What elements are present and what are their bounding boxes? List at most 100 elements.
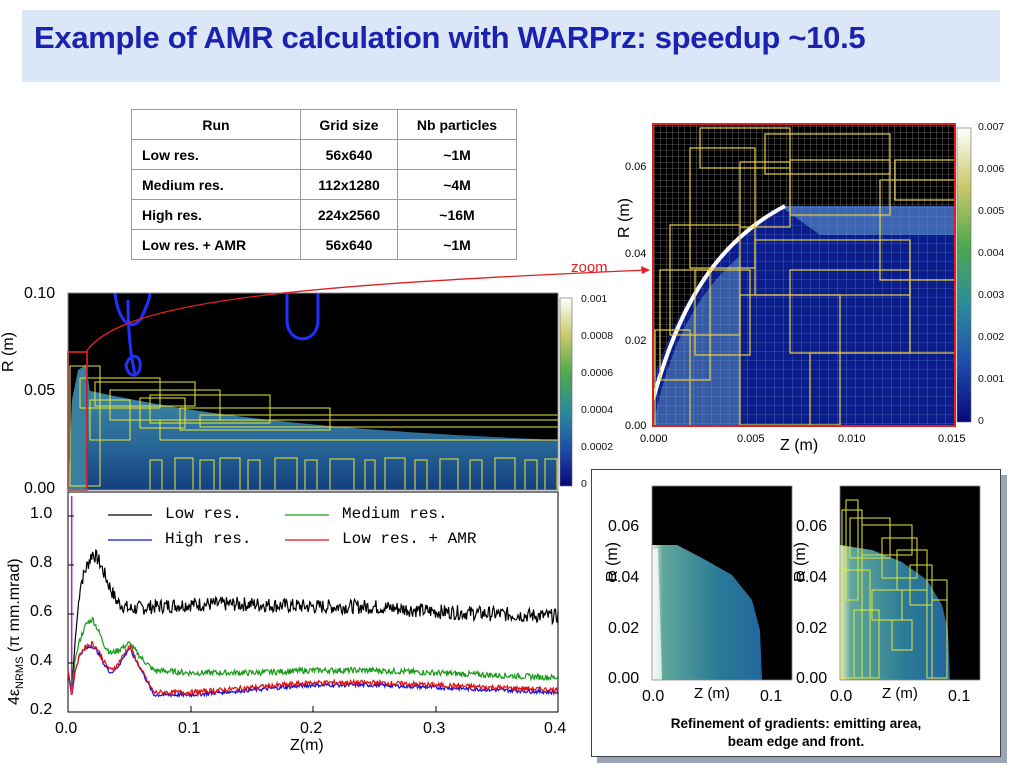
emit-ytick: 1.0	[30, 505, 53, 522]
main-beam-emitter	[68, 365, 90, 490]
refinement-caption-line2: beam edge and front.	[727, 734, 865, 749]
zoom-xlabel: Z (m)	[780, 437, 819, 454]
emit-ylabel: 4εNRMS (π mm.mrad)	[6, 558, 26, 705]
emit-xtick: 0.2	[300, 720, 323, 737]
refinement-panel: 0.06 0.04 0.02 0.00 R (m) 0.0 0.1 Z (m) …	[591, 469, 1001, 757]
header-run: Run	[131, 109, 301, 140]
emittance-axis-ticks	[68, 515, 437, 712]
series-line-low-res	[67, 549, 559, 691]
zoom-arrow-head	[641, 266, 650, 274]
ref-left-ytick: 0.04	[608, 569, 640, 586]
emit-xtick: 0.0	[55, 720, 78, 737]
ref-right-ytick: 0.04	[796, 569, 828, 586]
zoom-ytick: 0.00	[625, 420, 647, 432]
emit-ytick: 0.8	[30, 554, 53, 571]
zoom-colorbar-tick: 0.003	[978, 289, 1005, 301]
legend-label-high-res: High res.	[165, 530, 252, 548]
cell-particles: ~1M	[397, 229, 517, 260]
main-colorbar-tick: 0.0002	[581, 441, 614, 453]
zoom-colorbar-tick: 0.004	[978, 247, 1005, 259]
ref-right-ytick: 0.02	[796, 620, 828, 637]
ref-left-xtick: 0.1	[760, 688, 783, 705]
cell-particles: ~4M	[397, 169, 517, 200]
main-colorbar-tick: 0.0004	[581, 404, 614, 416]
zoom-density-plot	[651, 123, 972, 427]
series-line-medium-res	[67, 616, 559, 692]
header-nb-particles: Nb particles	[397, 109, 517, 140]
series-line-amr	[67, 641, 559, 697]
main-density-plot	[67, 292, 573, 491]
refinement-caption-line1: Refinement of gradients: emitting area,	[670, 716, 922, 731]
cell-run: Low res. + AMR	[131, 229, 301, 260]
legend-label-low-res: Low res.	[165, 505, 242, 523]
runs-table: Run Grid size Nb particles Low res. 56x6…	[131, 109, 517, 260]
cell-grid: 224x2560	[300, 199, 398, 230]
zoom-ytick: 0.04	[625, 248, 647, 260]
main-colorbar-tick: 0	[581, 478, 587, 490]
contour-line	[124, 354, 142, 377]
emit-ytick: 0.4	[30, 652, 53, 669]
table-row: Low res. 56x640 ~1M	[131, 139, 517, 170]
cell-particles: ~16M	[397, 199, 517, 230]
table-row: Low res. + AMR 56x640 ~1M	[131, 229, 517, 260]
main-ytick: 0.05	[24, 382, 56, 399]
ref-left-ytick: 0.00	[608, 670, 640, 687]
zoom-colorbar	[956, 127, 972, 423]
emit-xlabel: Z(m)	[290, 737, 324, 754]
zoom-arrow-line	[85, 269, 649, 353]
zoom-ylabel: R (m)	[616, 198, 633, 238]
zoom-colorbar-tick: 0.001	[978, 373, 1005, 385]
refinement-left-beam	[652, 545, 762, 680]
emit-ytick: 0.6	[30, 603, 53, 620]
zoom-colorbar-tick: 0	[978, 415, 984, 427]
slide-title: Example of AMR calculation with WARPrz: …	[34, 20, 866, 55]
zoom-xtick: 0.000	[640, 433, 668, 445]
main-ytick: 0.00	[24, 480, 56, 497]
emit-ylabel-main: 4ε	[6, 688, 23, 705]
main-ytick: 0.10	[24, 285, 56, 302]
contour-line	[113, 292, 152, 327]
main-colorbar	[559, 297, 573, 487]
zoom-xtick: 0.005	[737, 433, 765, 445]
contour-line	[126, 299, 137, 376]
zoom-beam-edge	[651, 204, 786, 401]
zoom-xtick: 0.010	[838, 433, 866, 445]
cell-particles: ~1M	[397, 139, 517, 170]
refinement-caption: Refinement of gradients: emitting area, …	[592, 715, 1000, 751]
zoom-beam-front	[780, 206, 955, 235]
ref-left-xtick: 0.0	[642, 688, 665, 705]
zoom-emitting-area	[653, 256, 740, 426]
cell-run: Medium res.	[131, 169, 301, 200]
emittance-series-group	[67, 496, 559, 699]
zoom-ytick: 0.02	[625, 335, 647, 347]
legend-label-amr: Low res. + AMR	[342, 530, 477, 548]
main-ylabel: R (m)	[0, 332, 17, 372]
legend-label-medium-res: Medium res.	[342, 505, 448, 523]
refinement-right-beam	[840, 545, 950, 680]
main-plot-frame	[67, 292, 559, 491]
ref-right-ylabel: R (m)	[792, 542, 809, 582]
refinement-canvas	[651, 485, 981, 681]
cell-grid: 112x1280	[300, 169, 398, 200]
refinement-right-frame	[839, 485, 981, 681]
zoom-colorbar-tick: 0.007	[978, 121, 1005, 133]
main-colorbar-tick: 0.001	[581, 293, 608, 305]
emit-xtick: 0.3	[423, 720, 446, 737]
cell-grid: 56x640	[300, 229, 398, 260]
title-bar	[22, 10, 1000, 82]
ref-left-ytick: 0.02	[608, 620, 640, 637]
main-colorbar-tick: 0.0008	[581, 330, 614, 342]
ref-left-ytick: 0.06	[608, 518, 640, 535]
amr-patches-refinement	[839, 499, 948, 679]
zoom-ytick: 0.06	[625, 161, 647, 173]
contour-line	[285, 293, 320, 341]
zoom-label: zoom	[571, 259, 608, 276]
cell-run: High res.	[131, 199, 301, 230]
zoom-xtick: 0.015	[938, 433, 966, 445]
emit-ylabel-sub: NRMS	[14, 656, 27, 689]
ref-right-ytick: 0.06	[796, 518, 828, 535]
zoom-colorbar-tick: 0.006	[978, 163, 1005, 175]
main-colorbar-tick: 0.0006	[581, 367, 614, 379]
refinement-left-frame	[651, 485, 793, 681]
